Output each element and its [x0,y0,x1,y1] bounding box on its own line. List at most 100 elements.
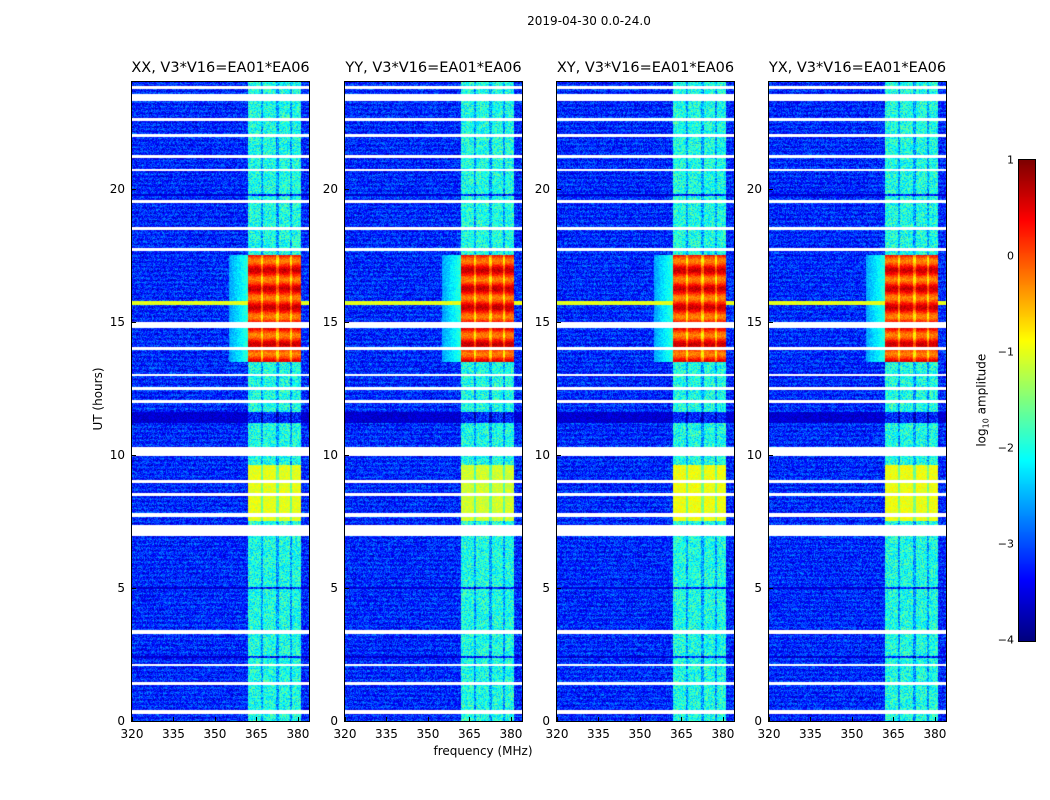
x-tick-mark [598,717,600,721]
y-tick-mark [769,454,773,456]
spectrogram-image [557,82,734,721]
y-tick-label: 15 [322,314,338,329]
x-tick-label: 335 [799,727,822,741]
x-tick-label: 320 [757,727,781,741]
spectrogram-image [769,82,946,721]
y-tick-mark [345,321,349,323]
colorbar-tick-label: −1 [997,345,1014,359]
y-tick-mark [769,587,773,589]
x-tick-mark [214,717,216,721]
y-tick-label: 15 [534,314,550,329]
x-tick-label: 335 [162,727,185,741]
colorbar-tick-label: −4 [997,633,1014,647]
x-axis-label: frequency (MHz) [433,744,533,758]
x-tick-label: 335 [375,727,398,741]
y-tick-label: 0 [542,714,550,728]
y-tick-label: 20 [322,181,338,196]
x-tick-label: 365 [670,727,693,741]
x-tick-label: 350 [840,727,864,741]
y-axis-label: UT (hours) [91,367,105,431]
y-tick-label: 0 [754,714,762,728]
y-tick-mark [557,454,561,456]
x-tick-mark [256,717,258,721]
colorbar-label: log10 amplitude [974,338,990,463]
x-tick-mark [386,717,388,721]
x-tick-mark [427,717,429,721]
y-tick-mark [132,454,136,456]
y-tick-label: 10 [109,447,125,462]
y-tick-label: 5 [542,580,550,595]
x-tick-label: 320 [333,727,357,741]
x-tick-label: 350 [203,727,227,741]
x-tick-label: 380 [499,727,523,741]
panel-title: YY, V3*V16=EA01*EA06 [345,60,522,76]
x-tick-mark [469,717,471,721]
panel-title: XX, V3*V16=EA01*EA06 [131,60,310,76]
colorbar-tick-label: 1 [1007,153,1014,167]
y-tick-label: 15 [109,314,125,329]
y-tick-mark [132,188,136,190]
y-tick-mark [345,587,349,589]
spectrogram-panel-1: YY, V3*V16=EA01*EA06 320 335 350 365 380 0 5 10 1… [323,60,523,741]
y-tick-mark [557,587,561,589]
y-tick-mark [132,321,136,323]
x-tick-mark [810,717,812,721]
x-tick-label: 335 [587,727,610,741]
y-tick-label: 0 [117,714,125,728]
x-tick-mark [557,717,558,721]
x-tick-mark [851,717,853,721]
spectrogram-panel-0: XX, V3*V16=EA01*EA06 320 335 350 365 380 0 5 10 1… [110,60,310,741]
y-tick-label: 10 [322,447,338,462]
spectrogram-image [132,82,309,721]
y-tick-mark [345,188,349,190]
panel-title: XY, V3*V16=EA01*EA06 [556,60,735,76]
x-tick-label: 380 [711,727,735,741]
y-tick-mark [769,321,773,323]
y-tick-label: 15 [746,314,762,329]
y-tick-label: 20 [109,181,125,196]
y-tick-mark [345,454,349,456]
x-tick-mark [722,717,724,721]
y-tick-label: 5 [754,580,762,595]
panel-title: YX, V3*V16=EA01*EA06 [768,60,947,76]
y-tick-label: 0 [330,714,338,728]
x-tick-mark [297,717,299,721]
x-tick-mark [173,717,175,721]
x-tick-mark [510,717,512,721]
figure-title: 2019-04-30 0.0-24.0 [527,14,651,28]
colorbar-tick-label: −3 [997,537,1014,551]
x-tick-label: 365 [245,727,268,741]
x-tick-mark [132,717,133,721]
x-tick-mark [769,717,770,721]
y-tick-mark [557,188,561,190]
y-tick-label: 10 [746,447,762,462]
x-tick-mark [681,717,683,721]
x-tick-label: 380 [923,727,947,741]
x-tick-label: 320 [120,727,144,741]
y-tick-mark [769,188,773,190]
x-tick-label: 380 [286,727,310,741]
x-tick-label: 350 [628,727,652,741]
y-tick-label: 10 [534,447,550,462]
y-tick-label: 5 [330,580,338,595]
y-tick-label: 5 [117,580,125,595]
y-tick-mark [769,721,773,722]
spectrogram-panel-2: XY, V3*V16=EA01*EA06 320 335 350 365 380 0 5 10 1… [535,60,735,741]
x-tick-mark [345,717,346,721]
x-tick-label: 365 [458,727,481,741]
y-tick-mark [132,587,136,589]
colorbar-tick-label: 0 [1007,249,1014,263]
colorbar-tick-label: −2 [997,441,1014,455]
colorbar-label-log: log [974,428,989,447]
y-tick-mark [557,321,561,323]
spectrogram-image [345,82,522,721]
y-tick-label: 20 [746,181,762,196]
y-tick-mark [132,721,136,722]
x-tick-mark [934,717,936,721]
x-tick-label: 320 [545,727,569,741]
y-tick-label: 20 [534,181,550,196]
colorbar [1018,159,1036,642]
y-tick-mark [345,721,349,722]
x-tick-mark [893,717,895,721]
x-tick-mark [639,717,641,721]
